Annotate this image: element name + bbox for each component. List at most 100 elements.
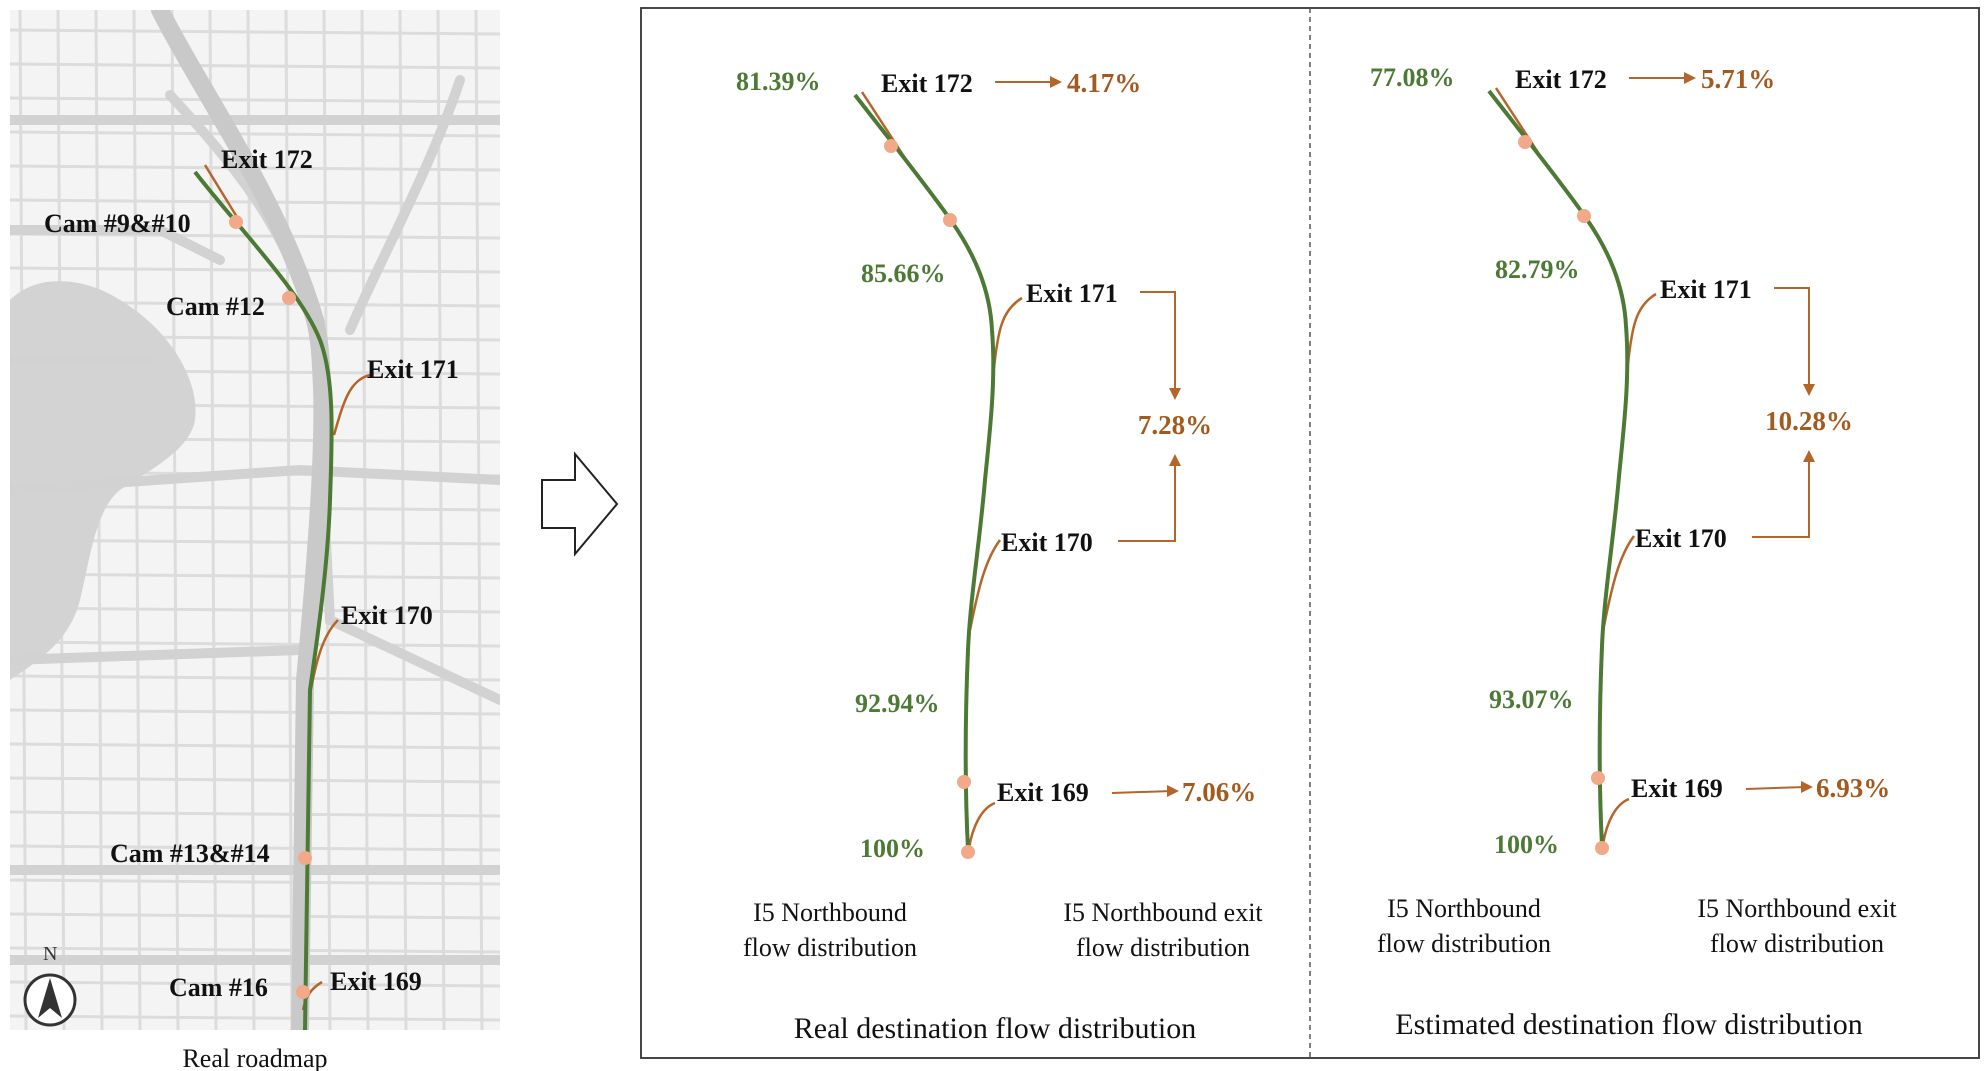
minor-street [10,96,500,104]
label-exit-170: Exit 170 [1001,528,1093,557]
pct-mainline-bottom: 100% [1494,830,1559,859]
camera-12-marker [282,291,296,305]
camera-marker [884,139,898,153]
camera-marker [1577,209,1591,223]
arrow-exit-170 [1118,462,1176,542]
ramp-exit-169 [1601,797,1630,845]
minor-street [10,742,500,750]
panel-0: Exit 172 Exit 171 Exit 170 Exit 169 81.39% 85… [736,67,1263,1045]
label-exit-172: Exit 172 [881,69,973,98]
minor-street [10,844,500,852]
caption-left-line1: I5 Northbound [1387,894,1541,923]
minor-street [10,130,500,138]
minor-street [170,10,180,1030]
pct-exit-172: 5.71% [1701,64,1775,94]
caption-right-line2: flow distribution [1710,929,1884,958]
pct-mainline-lower: 93.07% [1489,685,1574,714]
ramp-exit-171 [1626,292,1657,365]
ramp-exit-169 [967,801,996,849]
arrowhead-icon [1169,388,1181,400]
arrow-exit-171 [1140,291,1176,392]
interstate-corridor [151,10,332,1030]
map-label-cam-12: Cam #12 [166,292,265,321]
minor-street [10,640,500,648]
map-label-cam-9-10: Cam #9&#10 [44,209,191,238]
minor-street [10,878,500,886]
caption-right-line1: I5 Northbound exit [1063,898,1263,927]
caption-right-line1: I5 Northbound exit [1697,894,1897,923]
minor-street [436,10,446,1030]
pct-exit-172: 4.17% [1067,68,1141,98]
pct-mainline-upper: 85.66% [861,259,946,288]
ramp-exit-171 [992,296,1023,369]
label-exit-172: Exit 172 [1515,65,1607,94]
compass-north-letter: N [43,943,57,965]
map-cameras [229,215,312,999]
minor-street [284,10,294,1030]
label-exit-171: Exit 171 [1026,279,1118,308]
arrowhead-icon [1803,450,1815,462]
panel-1: Exit 172 Exit 171 Exit 170 Exit 169 77.08% 82… [1370,63,1897,1041]
minor-street [10,28,500,36]
camera-13-14-marker [298,851,312,865]
highway-i5 [1487,89,1630,847]
map-ramp-exit171 [332,373,371,436]
minor-street [10,572,500,580]
arrow-exit-169 [1745,786,1807,790]
minor-street [208,10,218,1030]
arrow-exit-170 [1752,458,1810,538]
arrowhead-icon [1050,76,1062,88]
ramp-exit-170 [1602,535,1636,627]
map-label-exit-169: Exit 169 [330,967,422,996]
highway-i5 [853,93,996,851]
pct-mainline-top: 77.08% [1370,63,1455,92]
camera-9-10-marker [229,215,243,229]
ramp-exit-170 [968,539,1002,631]
camera-marker [1591,771,1605,785]
minor-street [10,606,500,614]
minor-street [10,266,500,274]
arrow-exit-169 [1111,790,1173,794]
camera-marker [957,775,971,789]
minor-street [10,708,500,716]
camera-marker [1595,841,1609,855]
map-ramp-exit172 [203,164,242,223]
map-label-exit-171: Exit 171 [367,355,459,384]
minor-street [10,776,500,784]
arrowhead-icon [1167,785,1179,797]
label-exit-169: Exit 169 [1631,774,1723,803]
minor-streets [10,10,500,1030]
minor-street [10,674,500,682]
map-highway-i5 [193,170,334,1030]
arrowhead-icon [1684,72,1696,84]
label-exit-171: Exit 171 [1660,275,1752,304]
pct-mainline-upper: 82.79% [1495,255,1580,284]
compass-icon: N [23,943,77,1027]
panel-title: Estimated destination flow distribution [1395,1008,1862,1041]
arrowhead-icon [1169,454,1181,466]
caption-left-line2: flow distribution [743,933,917,962]
map-label-cam-16: Cam #16 [169,973,268,1002]
minor-street [474,10,484,1030]
transition-arrow-icon [541,451,619,557]
pct-mainline-bottom: 100% [860,834,925,863]
map-label-cam-13-14: Cam #13&#14 [110,839,270,868]
pct-exit-169: 6.93% [1816,773,1890,803]
minor-street [10,1014,500,1022]
map-label-exit-172: Exit 172 [221,145,313,174]
map-label-exit-170: Exit 170 [341,601,433,630]
caption-left-line1: I5 Northbound [753,898,907,927]
pct-exit-171-170: 10.28% [1765,406,1853,436]
minor-street [10,946,500,954]
panel-title: Real destination flow distribution [794,1012,1196,1045]
pct-exit-169: 7.06% [1182,777,1256,807]
label-exit-170: Exit 170 [1635,524,1727,553]
arrowhead-icon [1803,384,1815,396]
arrowhead-icon [1801,781,1813,793]
camera-16-marker [296,985,310,999]
minor-street [398,10,408,1030]
roadmap: Exit 172 Cam #9&#10 Cam #12 Exit 171 Exi… [10,10,500,1071]
caption-right-line2: flow distribution [1076,933,1250,962]
major-roads [10,75,500,965]
